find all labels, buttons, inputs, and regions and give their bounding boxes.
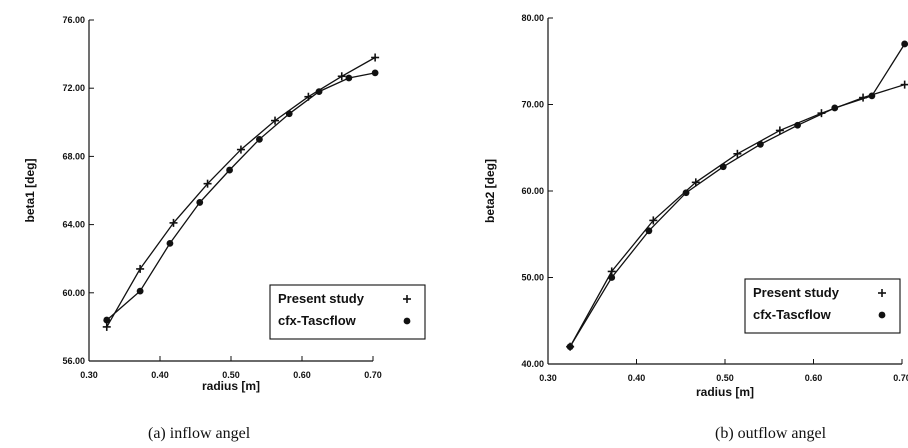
y-tick-label: 68.00 — [62, 151, 85, 161]
data-point-plus — [271, 116, 280, 125]
data-point-dot — [645, 227, 653, 235]
legend-dot-marker — [403, 317, 411, 325]
x-tick-label: 0.60 — [805, 373, 823, 383]
data-point-dot — [285, 110, 293, 118]
panel-caption: (b) outflow angel — [715, 425, 827, 442]
x-tick-label: 0.50 — [222, 370, 240, 380]
data-point-dot — [608, 274, 616, 281]
legend-label: Present study — [753, 285, 840, 300]
data-point-dot — [345, 74, 353, 82]
legend-box — [744, 278, 901, 334]
data-point-plus — [371, 53, 380, 62]
x-tick-label: 0.40 — [628, 373, 646, 383]
series-line-dot — [106, 72, 376, 321]
data-point-dot — [315, 88, 323, 96]
legend: Present study cfx-Tascflow — [744, 278, 901, 334]
data-point-plus — [649, 216, 658, 225]
data-point-dot — [682, 189, 690, 197]
x-tick-label: 0.40 — [151, 370, 169, 380]
data-point-dot — [757, 140, 764, 148]
y-tick-label: 80.00 — [521, 13, 544, 23]
legend-dot-marker — [878, 311, 886, 319]
data-point-dot — [794, 121, 801, 129]
legend-label: cfx-Tascflow — [753, 307, 832, 322]
data-point-dot — [136, 287, 144, 295]
y-tick-label: 64.00 — [62, 220, 85, 230]
data-point-dot — [831, 104, 839, 112]
y-tick-label: 76.00 — [62, 15, 85, 25]
y-tick-label: 40.00 — [521, 359, 544, 369]
y-tick-label: 72.00 — [62, 83, 85, 93]
y-tick-label: 60.00 — [521, 186, 544, 196]
y-tick-label: 56.00 — [62, 356, 85, 366]
series-line-dot — [569, 43, 906, 348]
x-axis-title: radius [m] — [696, 385, 754, 399]
legend-box — [269, 284, 426, 340]
legend: Present study cfx-Tascflow — [269, 284, 426, 340]
legend-label: Present study — [278, 291, 365, 306]
x-tick-label: 0.60 — [293, 370, 311, 380]
chart-panel-a: 56.00 60.00 64.00 68.00 72.00 76.00 0.30 0.40 0.… — [23, 15, 426, 442]
y-tick-label: 60.00 — [62, 288, 85, 298]
x-axis-title: radius [m] — [202, 379, 260, 393]
chart-panel-b: 40.00 50.00 60.00 70.00 80.00 0.30 0.40 0.50 0.6… — [483, 13, 908, 442]
data-point-plus — [775, 126, 784, 135]
x-tick-label: 0.70 — [893, 373, 908, 383]
data-point-plus — [136, 264, 145, 273]
data-point-plus — [900, 80, 908, 89]
panel-caption: (a) inflow angel — [148, 425, 251, 442]
x-tick-label: 0.30 — [80, 370, 98, 380]
data-point-plus — [337, 72, 346, 81]
data-point-dot — [566, 343, 574, 351]
legend-label: cfx-Tascflow — [278, 313, 357, 328]
legend-plus-marker — [403, 295, 411, 303]
data-point-dot — [166, 239, 174, 247]
data-point-dot — [868, 92, 876, 100]
data-point-plus — [236, 145, 245, 154]
data-point-plus — [733, 149, 742, 158]
data-point-plus — [169, 218, 178, 227]
data-point-dot — [226, 166, 233, 174]
y-axis-title: beta1 [deg] — [23, 158, 37, 222]
x-tick-label: 0.30 — [539, 373, 557, 383]
y-tick-label: 50.00 — [521, 273, 544, 283]
data-point-plus — [102, 322, 111, 331]
legend-plus-marker — [878, 289, 886, 297]
data-point-dot — [196, 199, 204, 206]
data-point-dot — [901, 40, 908, 48]
data-point-plus — [691, 178, 700, 187]
data-point-dot — [371, 69, 379, 77]
y-tick-label: 70.00 — [521, 100, 544, 110]
data-point-plus — [203, 179, 212, 188]
x-tick-label: 0.70 — [364, 370, 382, 380]
data-point-dot — [256, 135, 263, 143]
y-axis-title: beta2 [deg] — [483, 159, 497, 223]
x-tick-label: 0.50 — [716, 373, 734, 383]
data-point-dot — [103, 316, 111, 324]
data-point-dot — [719, 163, 727, 171]
